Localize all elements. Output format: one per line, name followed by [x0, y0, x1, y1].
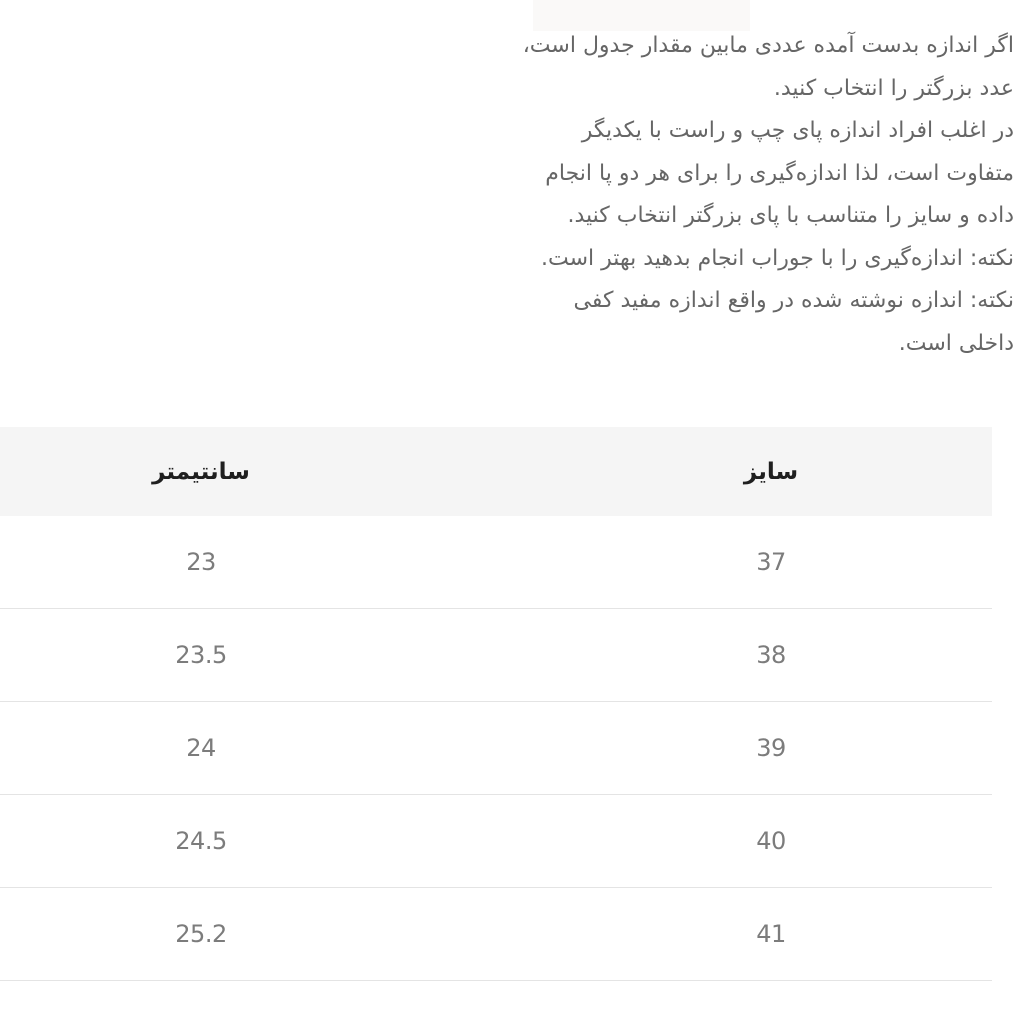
- shoe-size-table: سایز سانتیمتر 37 23 38 23.5 39 24 40 24.…: [0, 427, 992, 981]
- table-row: 41 25.2: [0, 888, 992, 981]
- intro-line: اگر اندازه بدست آمده عددی مابین مقدار جد…: [522, 33, 1014, 58]
- size-value: 37: [756, 548, 786, 576]
- intro-line: نکته: اندازه‌گیری را با جوراب انجام بدهی…: [541, 245, 1014, 271]
- intro-line: عدد بزرگتر را انتخاب کنید.: [773, 75, 1014, 101]
- table-row: 37 23: [0, 516, 992, 609]
- centimeter-value: 23.5: [175, 641, 227, 669]
- size-value: 39: [756, 734, 786, 762]
- intro-line: در اغلب افراد اندازه پای چپ و راست با یک…: [581, 118, 1014, 143]
- centimeter-value: 23: [186, 548, 216, 576]
- intro-line: متفاوت است، لذا اندازه‌گیری را برای هر د…: [545, 160, 1014, 186]
- cutoff-element-top: [533, 0, 750, 31]
- table-row: 39 24: [0, 702, 992, 795]
- centimeter-value: 25.2: [175, 920, 227, 948]
- centimeter-value: 24.5: [175, 827, 227, 855]
- size-value: 38: [756, 641, 786, 669]
- intro-line: داده و سایز را متناسب با پای بزرگتر انتخ…: [567, 203, 1014, 228]
- size-value: 40: [756, 827, 786, 855]
- table-header-row: سایز سانتیمتر: [0, 427, 992, 516]
- table-row: 40 24.5: [0, 795, 992, 888]
- size-guide-intro-paragraph: اگر اندازه بدست آمده عددی مابین مقدار جد…: [523, 25, 1014, 365]
- header-cell-centimeter: سانتیمتر: [152, 458, 250, 485]
- intro-line: نکته: اندازه نوشته شده در واقع اندازه مف…: [573, 288, 1014, 313]
- intro-line: داخلی است.: [898, 330, 1014, 356]
- centimeter-value: 24: [186, 734, 216, 762]
- header-cell-size: سایز: [743, 458, 799, 485]
- table-row: 38 23.5: [0, 609, 992, 702]
- size-value: 41: [756, 920, 786, 948]
